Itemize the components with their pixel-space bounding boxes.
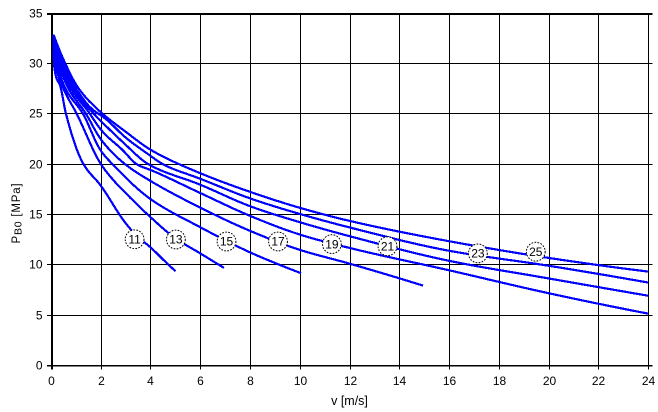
- svg-text:8: 8: [247, 374, 254, 388]
- svg-text:18: 18: [493, 374, 507, 388]
- svg-text:25: 25: [29, 107, 43, 121]
- svg-text:2: 2: [98, 374, 105, 388]
- svg-text:v [m/s]: v [m/s]: [331, 394, 368, 408]
- svg-text:23: 23: [471, 247, 485, 261]
- svg-text:35: 35: [29, 7, 43, 21]
- svg-text:21: 21: [381, 240, 395, 254]
- svg-text:[MPa]: [MPa]: [11, 183, 23, 217]
- svg-text:20: 20: [543, 374, 557, 388]
- svg-text:16: 16: [443, 374, 457, 388]
- svg-text:13: 13: [169, 233, 183, 247]
- svg-text:30: 30: [29, 57, 43, 71]
- svg-text:12: 12: [344, 374, 358, 388]
- svg-text:4: 4: [147, 374, 154, 388]
- svg-text:10: 10: [29, 258, 43, 272]
- svg-text:B0: B0: [13, 221, 25, 235]
- svg-text:5: 5: [36, 309, 43, 323]
- svg-text:6: 6: [197, 374, 204, 388]
- svg-text:P: P: [11, 235, 23, 243]
- svg-text:20: 20: [29, 158, 43, 172]
- svg-text:11: 11: [128, 233, 141, 247]
- svg-text:0: 0: [36, 359, 43, 373]
- svg-text:22: 22: [592, 374, 606, 388]
- svg-text:14: 14: [393, 374, 407, 388]
- svg-text:0: 0: [48, 374, 55, 388]
- svg-text:10: 10: [294, 374, 308, 388]
- svg-text:25: 25: [529, 245, 543, 259]
- svg-text:15: 15: [29, 208, 43, 222]
- svg-text:19: 19: [325, 237, 339, 251]
- svg-text:17: 17: [271, 235, 285, 249]
- svg-text:24: 24: [642, 374, 656, 388]
- svg-text:15: 15: [220, 235, 234, 249]
